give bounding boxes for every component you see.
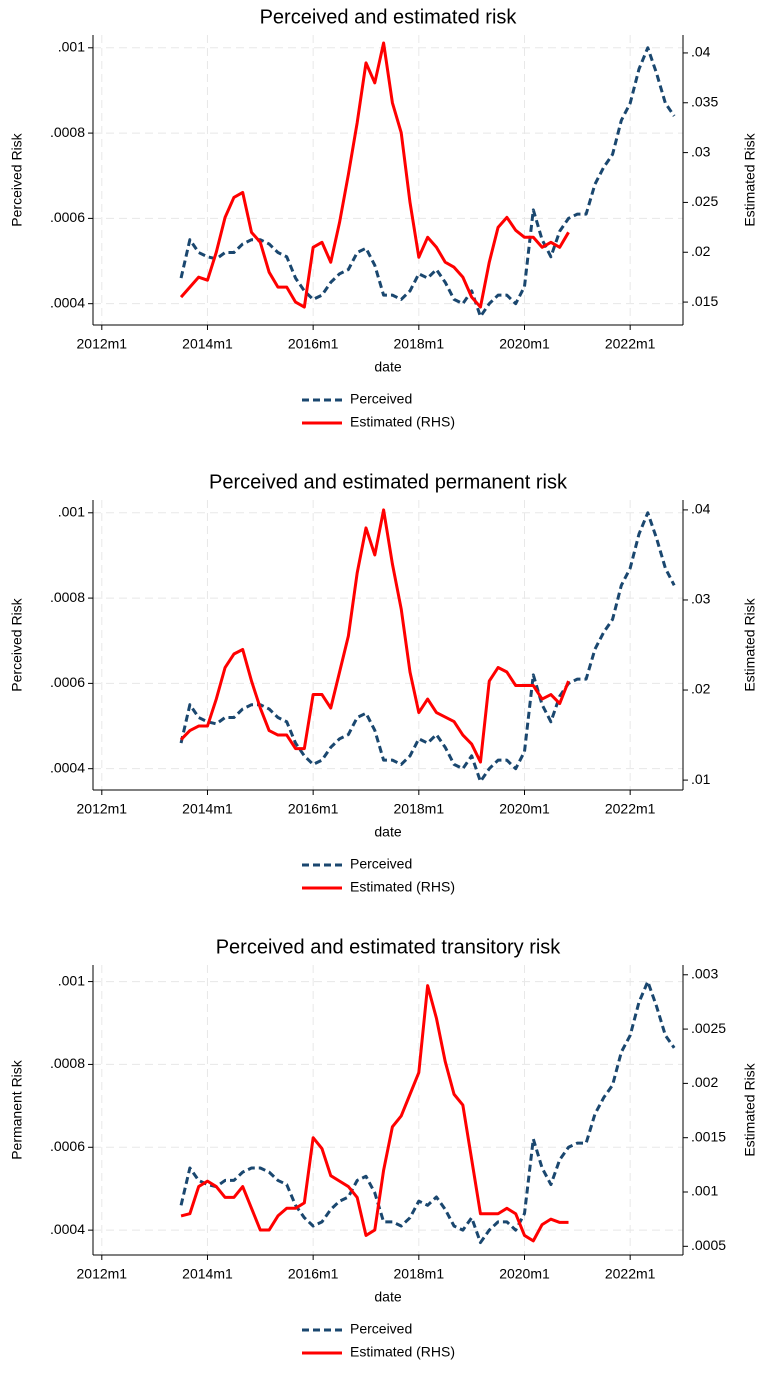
x-tick-label: 2014m1 <box>182 1266 233 1282</box>
legend-label: Estimated (RHS) <box>350 1344 455 1360</box>
y2-axis-title: Estimated Risk <box>742 132 758 226</box>
y2-tick-label: .001 <box>691 1183 718 1199</box>
y2-tick-label: .025 <box>691 193 718 209</box>
y-tick-label: .0008 <box>50 589 85 605</box>
x-tick-label: 2018m1 <box>394 336 445 352</box>
y2-tick-label: .003 <box>691 965 718 981</box>
legend-label: Perceived <box>350 856 412 872</box>
y-tick-label: .0008 <box>50 124 85 140</box>
legend-label: Perceived <box>350 391 412 407</box>
y-axis-title: Perceived Risk <box>9 132 25 226</box>
x-tick-label: 2012m1 <box>77 801 128 817</box>
y-tick-label: .0006 <box>50 674 85 690</box>
x-tick-label: 2016m1 <box>288 336 339 352</box>
y-tick-label: .001 <box>58 503 85 519</box>
x-tick-label: 2020m1 <box>499 336 550 352</box>
x-tick-label: 2012m1 <box>77 336 128 352</box>
y-tick-label: .0008 <box>50 1055 85 1071</box>
y-tick-label: .001 <box>58 972 85 988</box>
y2-tick-label: .002 <box>691 1074 718 1090</box>
legend-label: Estimated (RHS) <box>350 879 455 895</box>
x-tick-label: 2022m1 <box>605 801 656 817</box>
x-tick-label: 2016m1 <box>288 801 339 817</box>
series-line <box>179 41 570 309</box>
y-tick-label: .0006 <box>50 209 85 225</box>
x-tick-label: 2014m1 <box>182 336 233 352</box>
y2-tick-label: .035 <box>691 93 718 109</box>
y-axis-title: Permanent Risk <box>9 1059 25 1160</box>
y2-tick-label: .02 <box>691 681 711 697</box>
chart: Perceived and estimated risk .0004 .0006 .0… <box>9 6 758 430</box>
series-line <box>179 980 676 1245</box>
chart: Perceived and estimated permanent risk .0… <box>9 471 758 895</box>
y2-tick-label: .015 <box>691 293 718 309</box>
x-tick-label: 2018m1 <box>394 801 445 817</box>
y2-tick-label: .02 <box>691 243 711 259</box>
chart-title: Perceived and estimated transitory risk <box>216 936 562 958</box>
x-tick-label: 2012m1 <box>77 1266 128 1282</box>
series-line <box>179 508 570 764</box>
x-axis-title: date <box>374 359 401 375</box>
y2-tick-label: .0025 <box>691 1020 726 1036</box>
x-tick-label: 2014m1 <box>182 801 233 817</box>
y2-tick-label: .01 <box>691 771 711 787</box>
y-tick-label: .0004 <box>50 759 85 775</box>
x-tick-label: 2018m1 <box>394 1266 445 1282</box>
y2-axis-title: Estimated Risk <box>742 1062 758 1156</box>
y-tick-label: .0004 <box>50 1221 85 1237</box>
x-tick-label: 2022m1 <box>605 336 656 352</box>
series-line <box>180 984 569 1243</box>
y2-tick-label: .0015 <box>691 1128 726 1144</box>
y2-tick-label: .03 <box>691 143 711 159</box>
chart: Perceived and estimated transitory risk.… <box>9 936 758 1360</box>
y-tick-label: .0006 <box>50 1138 85 1154</box>
x-tick-label: 2022m1 <box>605 1266 656 1282</box>
chart-title: Perceived and estimated risk <box>260 6 518 28</box>
x-tick-label: 2020m1 <box>499 1266 550 1282</box>
y2-tick-label: .04 <box>691 44 711 60</box>
y-axis-title: Perceived Risk <box>9 597 25 691</box>
series-line <box>179 46 676 318</box>
x-axis-title: date <box>374 1289 401 1305</box>
y2-axis-title: Estimated Risk <box>742 597 758 691</box>
x-tick-label: 2016m1 <box>288 1266 339 1282</box>
y-tick-label: .001 <box>58 38 85 54</box>
x-tick-label: 2020m1 <box>499 801 550 817</box>
y-tick-label: .0004 <box>50 294 85 310</box>
x-axis-title: date <box>374 824 401 840</box>
legend-label: Perceived <box>350 1321 412 1337</box>
chart-title: Perceived and estimated permanent risk <box>209 471 568 493</box>
legend-label: Estimated (RHS) <box>350 414 455 430</box>
y2-tick-label: .04 <box>691 501 711 517</box>
y2-tick-label: .03 <box>691 591 711 607</box>
y2-tick-label: .0005 <box>691 1237 726 1253</box>
series-line <box>179 511 676 783</box>
